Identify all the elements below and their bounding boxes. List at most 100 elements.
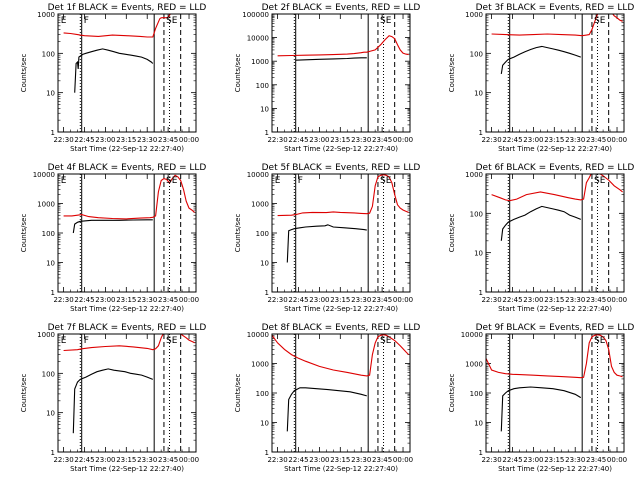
y-axis-label: Counts/sec [234, 54, 242, 93]
y-tick-label: 100 [470, 390, 483, 398]
y-tick-label: 1 [51, 129, 55, 137]
y-tick-label: 1000 [465, 11, 483, 19]
x-tick-label: 00:00 [179, 456, 199, 464]
region-label: SE [594, 176, 606, 186]
x-tick-label: 23:15 [116, 456, 136, 464]
y-tick-label: 10 [46, 410, 55, 418]
x-tick-label: 00:00 [393, 296, 413, 304]
y-tick-label: 10000 [33, 171, 55, 179]
panel-2: Det 2f BLACK = Events, RED = LLD Counts/s… [234, 3, 420, 153]
x-tick-label: 23:45 [158, 136, 178, 144]
plot-frame [57, 173, 197, 293]
panel-title: Det 3f BLACK = Events, RED = LLD [476, 3, 635, 13]
y-tick-label: 10 [260, 260, 269, 268]
y-tick-label: 1000 [251, 361, 269, 369]
x-tick-label: 23:30 [137, 136, 157, 144]
y-tick-label: 1000 [465, 171, 483, 179]
x-tick-label: 22:45 [502, 456, 522, 464]
region-label: E [275, 176, 281, 186]
y-tick-label: 1 [265, 289, 269, 297]
x-tick-label: 22:30 [53, 136, 73, 144]
region-label: SE [594, 336, 606, 346]
x-tick-label: 22:45 [288, 456, 308, 464]
y-tick-label: 10000 [247, 35, 269, 43]
panel-title: Det 7f BLACK = Events, RED = LLD [48, 323, 207, 333]
series-lld [272, 334, 409, 377]
x-tick-label: 23:00 [95, 136, 115, 144]
x-axis-label: Start Time (22-Sep-12 22:27:40) [498, 145, 612, 153]
panel-7: Det 7f BLACK = Events, RED = LLD Counts/s… [20, 323, 206, 473]
region-label: SE [380, 16, 392, 26]
series-lld [63, 14, 171, 38]
panel-title: Det 5f BLACK = Events, RED = LLD [262, 163, 421, 173]
y-tick-label: 1000 [465, 361, 483, 369]
panel-title: Det 2f BLACK = Events, RED = LLD [262, 3, 421, 13]
x-axis-label: Start Time (22-Sep-12 22:27:40) [284, 305, 398, 313]
y-tick-label: 1000 [37, 201, 55, 209]
region-label: SE [380, 336, 392, 346]
panel-title: Det 6f BLACK = Events, RED = LLD [476, 163, 635, 173]
region-label: SE [166, 336, 178, 346]
y-tick-label: 10 [46, 260, 55, 268]
x-tick-label: 23:30 [565, 296, 585, 304]
series-lld [63, 174, 195, 220]
x-tick-label: 22:45 [288, 136, 308, 144]
x-tick-label: 23:30 [351, 136, 371, 144]
y-tick-label: 100 [470, 50, 483, 58]
x-tick-label: 23:30 [565, 136, 585, 144]
y-tick-label: 10000 [247, 171, 269, 179]
x-tick-label: 23:30 [565, 456, 585, 464]
x-tick-label: 23:45 [372, 456, 392, 464]
x-tick-label: 23:45 [372, 136, 392, 144]
x-tick-label: 23:45 [158, 296, 178, 304]
x-tick-label: 23:00 [523, 456, 543, 464]
y-tick-label: 1000 [37, 11, 55, 19]
x-tick-label: 22:30 [267, 456, 287, 464]
y-tick-label: 100 [42, 50, 55, 58]
x-tick-label: 23:15 [116, 296, 136, 304]
series-events [286, 387, 367, 432]
y-axis-label: Counts/sec [448, 374, 456, 413]
x-tick-label: 23:45 [586, 136, 606, 144]
x-tick-label: 22:30 [267, 296, 287, 304]
x-tick-label: 23:00 [95, 456, 115, 464]
y-tick-label: 1 [51, 449, 55, 457]
x-tick-label: 22:30 [481, 136, 501, 144]
x-tick-label: 00:00 [607, 136, 627, 144]
y-tick-label: 1 [265, 449, 269, 457]
x-tick-label: 23:15 [330, 456, 350, 464]
x-tick-label: 23:45 [586, 456, 606, 464]
plot-frame [57, 333, 197, 453]
x-tick-label: 23:30 [137, 456, 157, 464]
region-label: SE [166, 16, 178, 26]
x-tick-label: 22:45 [288, 296, 308, 304]
plot-frame [485, 333, 625, 453]
y-tick-label: 100 [42, 370, 55, 378]
series-events [500, 386, 582, 432]
x-tick-label: 23:00 [523, 296, 543, 304]
y-tick-label: 10 [474, 420, 483, 428]
y-tick-label: 1 [479, 289, 483, 297]
x-tick-label: 22:45 [74, 136, 94, 144]
region-label: F [84, 336, 89, 346]
panel-6: Det 6f BLACK = Events, RED = LLD Counts/s… [448, 163, 634, 313]
x-tick-label: 23:15 [330, 136, 350, 144]
y-tick-label: 1 [51, 289, 55, 297]
panel-9: Det 9f BLACK = Events, RED = LLD Counts/s… [448, 323, 634, 473]
x-axis-label: Start Time (22-Sep-12 22:27:40) [70, 145, 184, 153]
x-tick-label: 00:00 [607, 456, 627, 464]
plot-frame [271, 13, 411, 133]
x-tick-label: 23:30 [137, 296, 157, 304]
x-tick-label: 22:30 [53, 456, 73, 464]
y-tick-label: 100 [256, 390, 269, 398]
series-events [72, 368, 154, 434]
x-tick-label: 00:00 [607, 296, 627, 304]
x-tick-label: 23:30 [351, 296, 371, 304]
x-axis-label: Start Time (22-Sep-12 22:27:40) [70, 465, 184, 473]
panel-title: Det 1f BLACK = Events, RED = LLD [48, 3, 207, 13]
x-tick-label: 23:15 [544, 136, 564, 144]
x-tick-label: 22:30 [267, 136, 287, 144]
plot-frame [271, 173, 411, 293]
